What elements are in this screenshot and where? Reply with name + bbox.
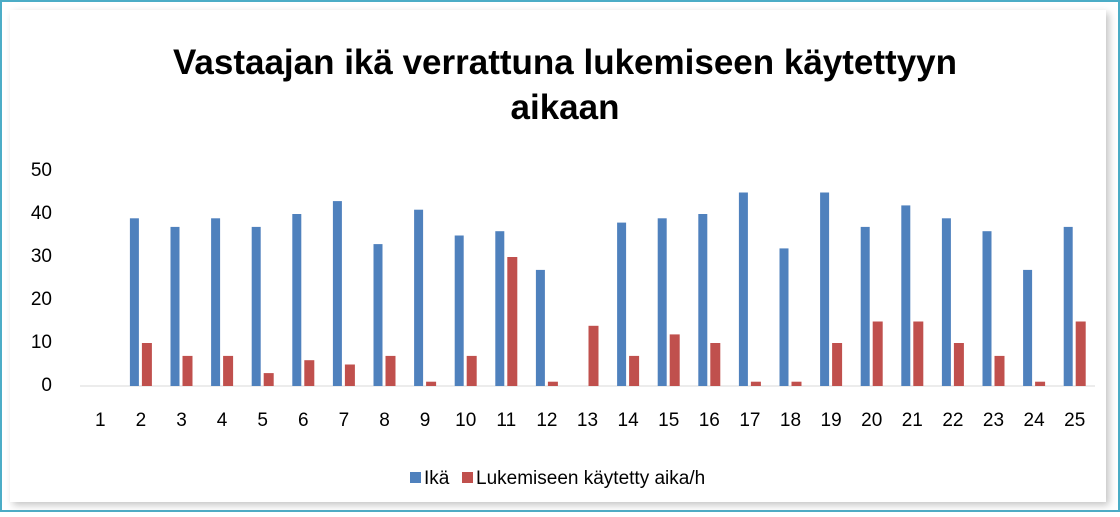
legend-label: Lukemiseen käytetty aika/h	[476, 468, 705, 489]
bar	[982, 231, 992, 386]
x-tick-label: 25	[1064, 410, 1085, 431]
x-tick-label: 11	[496, 410, 516, 431]
legend-swatch	[462, 472, 473, 483]
bar	[426, 381, 437, 386]
bar	[211, 218, 221, 386]
y-tick-label: 0	[41, 375, 52, 396]
bar	[738, 192, 748, 386]
y-tick-label: 40	[31, 203, 52, 224]
x-tick-label: 2	[136, 410, 147, 431]
x-tick-label: 15	[658, 410, 679, 431]
x-tick-label: 13	[577, 410, 598, 431]
x-tick-label: 14	[618, 410, 640, 431]
bar	[698, 214, 708, 386]
title-line: Vastaajan ikä verrattuna lukemiseen käyt…	[173, 43, 957, 82]
bar	[657, 218, 667, 386]
bar	[820, 192, 830, 386]
bar	[385, 355, 396, 386]
x-tick-label: 17	[739, 410, 760, 431]
bar	[495, 231, 505, 386]
bar	[454, 235, 464, 386]
bar	[466, 355, 477, 386]
bar	[913, 321, 924, 386]
bar	[344, 364, 355, 386]
bar	[292, 214, 302, 386]
bar	[547, 381, 558, 386]
bar	[629, 355, 640, 386]
bar	[779, 248, 789, 386]
x-tick-label: 3	[176, 410, 187, 431]
bar	[669, 334, 680, 386]
x-tick-label: 19	[821, 410, 842, 431]
x-tick-label: 4	[217, 410, 228, 431]
x-tick-label: 1	[95, 410, 106, 431]
x-tick-label: 6	[298, 410, 309, 431]
bar	[791, 381, 802, 386]
bar	[901, 205, 911, 386]
bar	[373, 244, 383, 386]
bar	[414, 209, 424, 386]
bar	[1023, 269, 1033, 386]
chart-title: Vastaajan ikä verrattuna lukemiseen käyt…	[173, 43, 957, 127]
x-tick-label: 9	[420, 410, 431, 431]
bar	[170, 226, 180, 386]
bar	[535, 269, 545, 386]
bar	[182, 355, 193, 386]
bar	[860, 226, 870, 386]
bar	[263, 373, 274, 386]
bar	[251, 226, 261, 386]
x-tick-label: 5	[257, 410, 268, 431]
bar	[710, 343, 721, 386]
x-tick-label: 10	[455, 410, 476, 431]
x-tick-label: 12	[536, 410, 557, 431]
chart-area	[10, 10, 1106, 502]
bar	[304, 360, 315, 386]
y-tick-label: 50	[31, 160, 52, 181]
legend-label: Ikä	[424, 468, 450, 489]
bar	[223, 355, 234, 386]
legend-swatch	[410, 472, 421, 483]
y-tick-label: 20	[31, 289, 52, 310]
bar	[872, 321, 883, 386]
x-tick-label: 24	[1024, 410, 1046, 431]
bar	[617, 222, 627, 386]
bar	[332, 201, 342, 386]
y-tick-label: 10	[31, 332, 52, 353]
x-tick-label: 20	[861, 410, 882, 431]
bar	[1075, 321, 1086, 386]
x-tick-label: 23	[983, 410, 1004, 431]
bar	[994, 355, 1005, 386]
bar	[1063, 226, 1073, 386]
x-tick-label: 21	[902, 410, 923, 431]
bar	[507, 257, 518, 386]
bar	[588, 325, 599, 386]
bar	[953, 343, 964, 386]
bar	[1035, 381, 1046, 386]
bar	[941, 218, 951, 386]
bar	[832, 343, 843, 386]
x-tick-label: 7	[339, 410, 350, 431]
bar	[129, 218, 139, 386]
x-tick-label: 16	[699, 410, 720, 431]
title-line: aikaan	[511, 88, 620, 127]
x-tick-label: 18	[780, 410, 801, 431]
y-tick-label: 30	[31, 246, 52, 267]
x-tick-label: 22	[942, 410, 963, 431]
bar	[750, 381, 761, 386]
bar	[141, 343, 152, 386]
x-tick-label: 8	[379, 410, 390, 431]
